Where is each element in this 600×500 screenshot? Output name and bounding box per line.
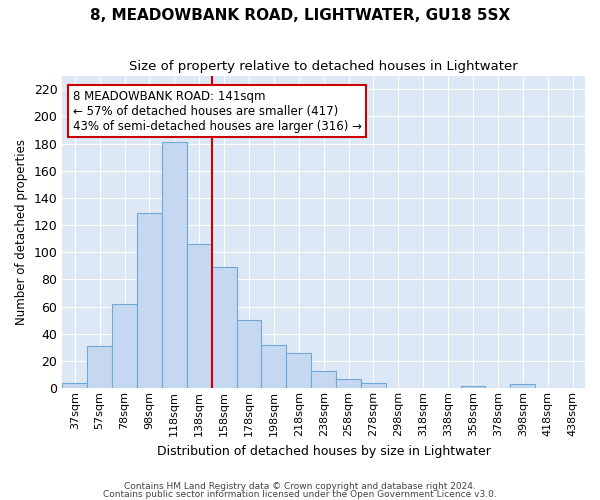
Text: 8, MEADOWBANK ROAD, LIGHTWATER, GU18 5SX: 8, MEADOWBANK ROAD, LIGHTWATER, GU18 5SX (90, 8, 510, 22)
X-axis label: Distribution of detached houses by size in Lightwater: Distribution of detached houses by size … (157, 444, 491, 458)
Bar (511, 384, 535, 388)
Text: Contains public sector information licensed under the Open Government Licence v3: Contains public sector information licen… (103, 490, 497, 499)
Bar (87, 346, 112, 389)
Bar (361, 383, 386, 388)
Bar (236, 320, 262, 388)
Text: 8 MEADOWBANK ROAD: 141sqm
← 57% of detached houses are smaller (417)
43% of semi: 8 MEADOWBANK ROAD: 141sqm ← 57% of detac… (73, 90, 362, 132)
Bar (137, 213, 162, 388)
Bar (112, 304, 137, 388)
Bar (286, 353, 311, 388)
Y-axis label: Number of detached properties: Number of detached properties (15, 139, 28, 325)
Bar (311, 370, 336, 388)
Bar (336, 378, 361, 388)
Title: Size of property relative to detached houses in Lightwater: Size of property relative to detached ho… (129, 60, 518, 73)
Bar (62, 383, 87, 388)
Text: Contains HM Land Registry data © Crown copyright and database right 2024.: Contains HM Land Registry data © Crown c… (124, 482, 476, 491)
Bar (212, 268, 236, 388)
Bar (187, 244, 212, 388)
Bar (162, 142, 187, 388)
Bar (461, 386, 485, 388)
Bar (262, 345, 286, 389)
